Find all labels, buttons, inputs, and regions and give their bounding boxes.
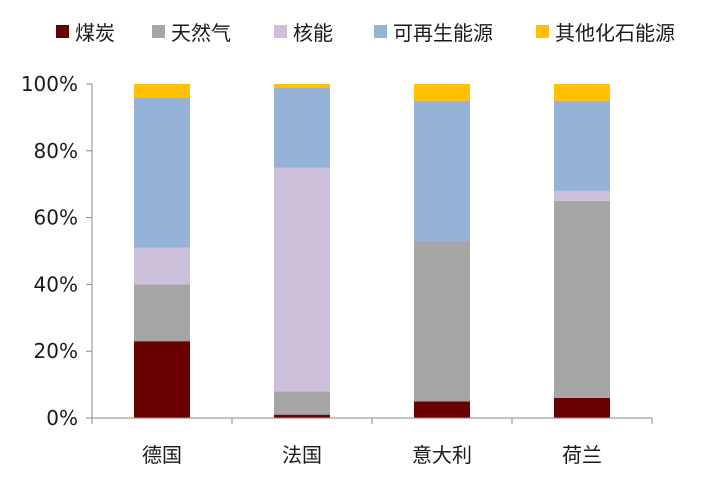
legend-label: 核能 — [293, 20, 333, 45]
bar-segment — [554, 100, 610, 191]
bar-segment — [274, 391, 330, 415]
bar-segment — [274, 84, 330, 88]
x-tick-label: 意大利 — [412, 443, 472, 467]
legend-swatch — [374, 24, 387, 38]
bar-segment — [414, 401, 470, 418]
legend-swatch — [536, 24, 549, 38]
bar-segment — [414, 240, 470, 402]
y-tick-label: 80% — [34, 139, 78, 163]
x-tick-label: 荷兰 — [562, 443, 602, 467]
bar-segment — [134, 247, 190, 285]
bar-segment — [554, 200, 610, 398]
bar-segment — [414, 100, 470, 241]
bar-segment — [134, 84, 190, 98]
legend-item: 煤炭 — [56, 16, 115, 46]
legend-swatch — [274, 24, 287, 38]
bar-segment — [554, 84, 610, 101]
y-tick-label: 0% — [46, 406, 78, 430]
y-tick-label: 40% — [34, 272, 78, 296]
legend-label: 可再生能源 — [393, 20, 493, 45]
bar-segment — [414, 84, 470, 101]
bar-segment — [274, 167, 330, 392]
legend-item: 核能 — [274, 16, 333, 46]
bar-segment — [134, 284, 190, 342]
bar-segment — [134, 341, 190, 418]
legend-swatch — [152, 24, 165, 38]
legend-label: 天然气 — [171, 20, 231, 45]
legend-label: 煤炭 — [75, 20, 115, 45]
x-tick-label: 德国 — [142, 443, 182, 467]
legend-label: 其他化石能源 — [555, 20, 675, 45]
legend-swatch — [56, 24, 69, 38]
legend: 煤炭 天然气 核能 可再生能源 其他化石能源 — [0, 16, 722, 46]
bar-segment — [134, 97, 190, 248]
bar-segment — [274, 87, 330, 168]
y-tick-label: 60% — [34, 206, 78, 230]
x-tick-label: 法国 — [282, 443, 322, 467]
y-tick-label: 100% — [21, 72, 78, 96]
legend-item: 可再生能源 — [374, 16, 493, 46]
legend-item: 天然气 — [152, 16, 231, 46]
y-tick-label: 20% — [34, 339, 78, 363]
bar-segment — [274, 414, 330, 418]
legend-item: 其他化石能源 — [536, 16, 675, 46]
bar-segment — [554, 190, 610, 201]
bar-segment — [554, 397, 610, 418]
